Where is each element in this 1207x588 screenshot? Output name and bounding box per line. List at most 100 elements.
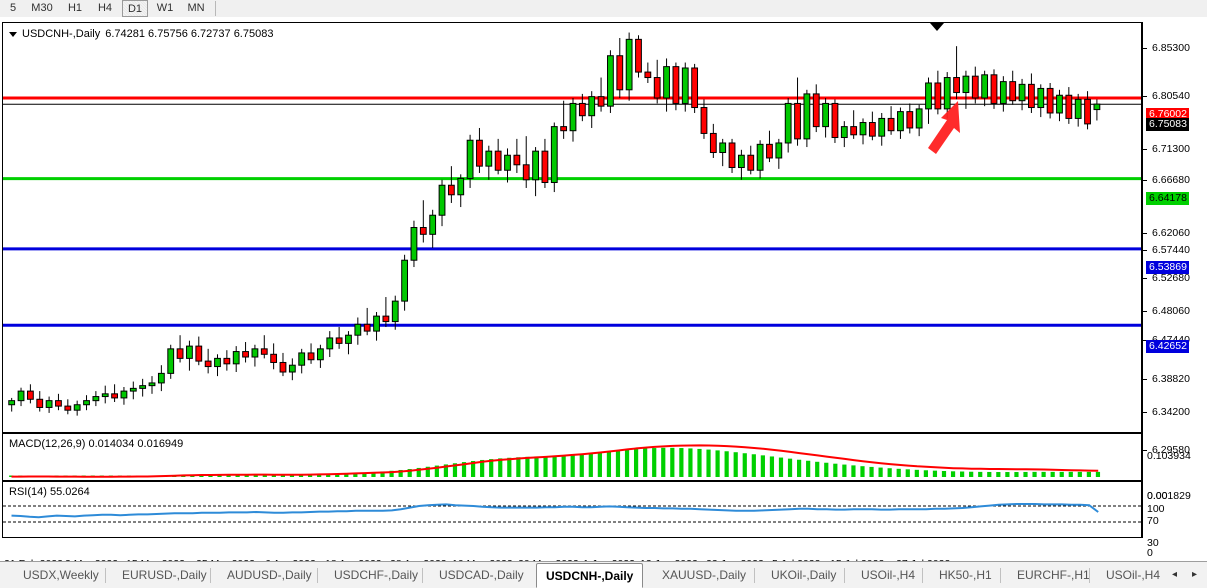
timeframe-button-d1[interactable]: D1: [122, 0, 148, 17]
candle-body: [242, 351, 249, 358]
candle: [279, 352, 287, 377]
macd-histogram-bar: [9, 475, 14, 477]
price-level-badge[interactable]: 6.64178: [1146, 192, 1189, 205]
tabs-scroll-left-icon[interactable]: ◂: [1172, 569, 1178, 580]
candle: [999, 76, 1007, 112]
tabs-scroll-right-icon[interactable]: ▸: [1192, 569, 1198, 580]
candle-body: [251, 348, 259, 358]
timeframe-button-mn[interactable]: MN: [187, 2, 205, 14]
tab-divider: [1089, 568, 1090, 583]
chart-tab-hk50-h1[interactable]: HK50-,H1: [939, 568, 992, 582]
price-axis[interactable]: 6.85300 6.80540 6.71300 6.66680 6.62060 6.574…: [1143, 22, 1207, 559]
candle-body: [1018, 83, 1026, 102]
macd-histogram-bar: [1086, 471, 1091, 477]
candle-body: [915, 108, 923, 129]
chart-period-marker-icon[interactable]: [930, 23, 944, 31]
chart-tab-eurchf-h1[interactable]: EURCHF-,H1: [1017, 568, 1090, 582]
rsi-indicator-pane[interactable]: RSI(14) 55.0264: [2, 481, 1142, 538]
axis-tick: [1143, 340, 1147, 341]
candle: [391, 295, 399, 330]
collapse-triangle-icon[interactable]: [9, 31, 17, 37]
candle-body: [990, 74, 998, 104]
price-axis-label: 6.80540: [1152, 90, 1190, 102]
timeframe-button-h1[interactable]: H1: [67, 2, 83, 14]
candle-body: [925, 82, 932, 110]
macd-histogram-bar: [217, 475, 222, 477]
candle-body: [354, 323, 362, 336]
candle-body: [8, 400, 16, 406]
candle-body: [597, 96, 605, 107]
macd-histogram-bar: [896, 468, 901, 477]
candle-body: [279, 361, 287, 373]
price-level-badge[interactable]: 6.53869: [1146, 261, 1189, 274]
candle: [803, 89, 811, 148]
chart-tab-usdx-weekly[interactable]: USDX,Weekly: [23, 568, 99, 582]
candle-body: [784, 102, 792, 144]
axis-tick: [1143, 149, 1147, 150]
candle-body: [92, 396, 100, 402]
price-chart-pane[interactable]: USDCNH-,Daily 6.74281 6.75756 6.72737 6.…: [2, 22, 1142, 433]
candle: [1093, 99, 1101, 121]
candle: [260, 335, 268, 359]
macd-label: MACD(12,26,9) 0.014034 0.016949: [9, 438, 184, 450]
candle-body: [223, 357, 231, 365]
up-arrow-annotation[interactable]: [928, 101, 960, 154]
chart-tab-usdcnh-daily[interactable]: USDCNH-,Daily: [536, 563, 644, 588]
candle-body: [176, 348, 184, 359]
chart-tab-audusd-daily[interactable]: AUDUSD-,Daily: [227, 568, 312, 582]
price-level-badge[interactable]: 6.76002: [1146, 108, 1189, 121]
chart-tabs-bar: USDX,Weekly EURUSD-,Daily AUDUSD-,Daily USD…: [0, 561, 1207, 588]
candle: [597, 77, 605, 112]
candle-body: [382, 315, 390, 323]
candle: [588, 91, 596, 128]
macd-histogram-bar: [652, 448, 657, 477]
macd-histogram-bar: [534, 456, 539, 477]
macd-histogram-bar: [806, 460, 811, 477]
candle-body: [906, 111, 914, 129]
price-axis-label: 6.29580: [1152, 444, 1190, 456]
timeframe-button-w1[interactable]: W1: [156, 2, 174, 14]
candle: [92, 391, 100, 407]
candle-body: [962, 75, 970, 94]
price-level-badge[interactable]: 6.42652: [1146, 340, 1189, 353]
macd-histogram-bar: [579, 453, 584, 477]
toolbar-separator: [215, 1, 216, 16]
chart-tab-usoil-h4[interactable]: USOil-,H4: [861, 568, 916, 582]
macd-histogram-bar: [199, 475, 204, 477]
candle-body: [401, 259, 409, 302]
candle: [784, 97, 792, 153]
macd-histogram-bar: [778, 457, 784, 477]
chart-tab-usoil-h4[interactable]: USOil-,H4: [1106, 568, 1161, 582]
rsi-plot: [3, 503, 1141, 523]
candle-body: [298, 352, 306, 366]
candle-body: [447, 184, 455, 196]
candle: [878, 112, 886, 146]
candle: [139, 378, 147, 397]
candle-body: [794, 102, 801, 140]
price-axis-label: 6.57440: [1152, 244, 1190, 256]
macd-histogram-bar: [235, 475, 240, 477]
chart-tab-usdcad-daily[interactable]: USDCAD-,Daily: [439, 568, 524, 582]
price-level-badge[interactable]: 6.75083: [1146, 118, 1189, 131]
timeframe-button-5[interactable]: 5: [9, 2, 17, 14]
timeframe-button-m30[interactable]: M30: [31, 2, 53, 14]
chart-tab-ukoil-daily[interactable]: UKOil-,Daily: [771, 568, 837, 582]
chart-ohlc-values: 6.74281 6.75756 6.72737 6.75083: [105, 28, 274, 40]
candle-body: [775, 142, 783, 159]
macd-indicator-pane[interactable]: MACD(12,26,9) 0.014034 0.016949: [2, 433, 1142, 481]
candle: [335, 327, 343, 349]
macd-histogram-bar: [923, 470, 928, 477]
macd-axis-label: 0.001829: [1147, 490, 1191, 502]
macd-histogram-bar: [525, 456, 530, 477]
timeframe-button-h4[interactable]: H4: [97, 2, 113, 14]
tab-divider: [105, 568, 106, 583]
macd-histogram-bar: [561, 455, 566, 477]
chart-tab-eurusd-daily[interactable]: EURUSD-,Daily: [122, 568, 207, 582]
macd-histogram-bar: [244, 475, 249, 477]
timeframe-toolbar: 5 M30 H1 H4 D1 W1 MN: [0, 0, 1207, 18]
rsi-axis-label: 0: [1147, 547, 1153, 559]
chart-tab-usdchf-daily[interactable]: USDCHF-,Daily: [334, 568, 418, 582]
macd-histogram-bar: [425, 466, 430, 477]
macd-histogram-bar: [452, 463, 458, 477]
chart-tab-xauusd-daily[interactable]: XAUUSD-,Daily: [662, 568, 747, 582]
